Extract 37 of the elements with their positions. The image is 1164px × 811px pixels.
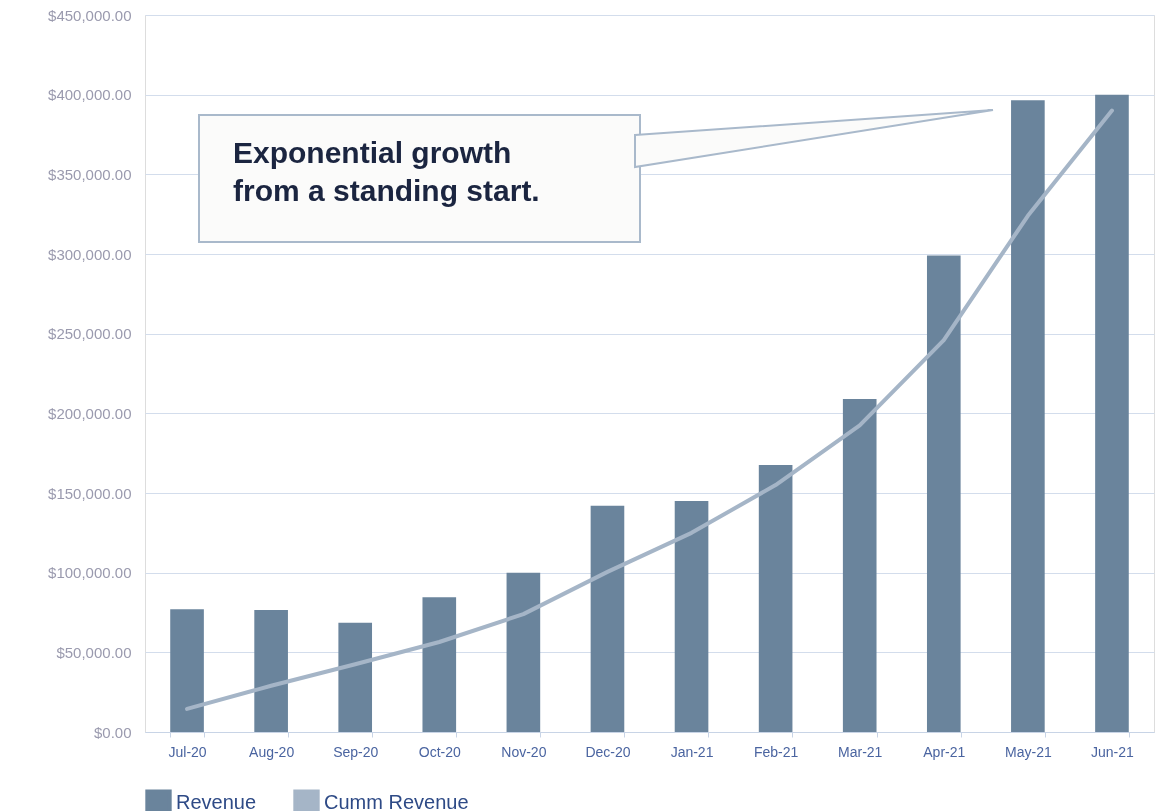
bar — [590, 505, 625, 732]
bar — [422, 597, 457, 732]
y-tick-label: $50,000.00 — [56, 643, 132, 661]
x-tick-label: Dec-20 — [585, 743, 631, 760]
y-tick-label: $0.00 — [93, 723, 132, 741]
x-tick-label: Jul-20 — [168, 743, 207, 760]
line-series — [185, 108, 1114, 711]
legend-label: Revenue — [176, 790, 257, 811]
x-tick-label: Jun-21 — [1091, 743, 1135, 760]
bar — [1095, 94, 1129, 732]
y-tick-label: $250,000.00 — [48, 325, 132, 343]
bar — [254, 610, 288, 732]
y-tick-label: $100,000.00 — [48, 564, 132, 582]
bar — [338, 622, 373, 732]
bar — [170, 609, 204, 732]
bar — [1011, 100, 1045, 732]
bar — [674, 500, 709, 732]
y-tick-label: $150,000.00 — [48, 484, 132, 502]
bar — [758, 465, 793, 732]
bar — [926, 255, 961, 732]
y-tick-label: $350,000.00 — [48, 165, 132, 183]
x-tick-label: Apr-21 — [923, 743, 966, 760]
y-tick-label: $450,000.00 — [48, 6, 132, 24]
x-tick-label: Mar-21 — [838, 743, 883, 760]
x-tick-label: Nov-20 — [501, 743, 547, 760]
x-tick-label: Oct-20 — [418, 743, 462, 760]
x-tick-label: May-21 — [1005, 743, 1052, 760]
y-tick-label: $200,000.00 — [48, 404, 132, 422]
x-tick-label: Feb-21 — [753, 743, 799, 760]
bar — [506, 572, 541, 732]
y-tick-label: $300,000.00 — [48, 245, 132, 263]
x-tick-label: Sep-20 — [333, 743, 379, 760]
bar — [842, 398, 877, 732]
x-tick-label: Jan-21 — [670, 743, 714, 760]
legend-label: Cumm Revenue — [324, 790, 469, 811]
x-tick-label: Aug-20 — [249, 743, 295, 760]
y-tick-label: $400,000.00 — [48, 86, 132, 104]
